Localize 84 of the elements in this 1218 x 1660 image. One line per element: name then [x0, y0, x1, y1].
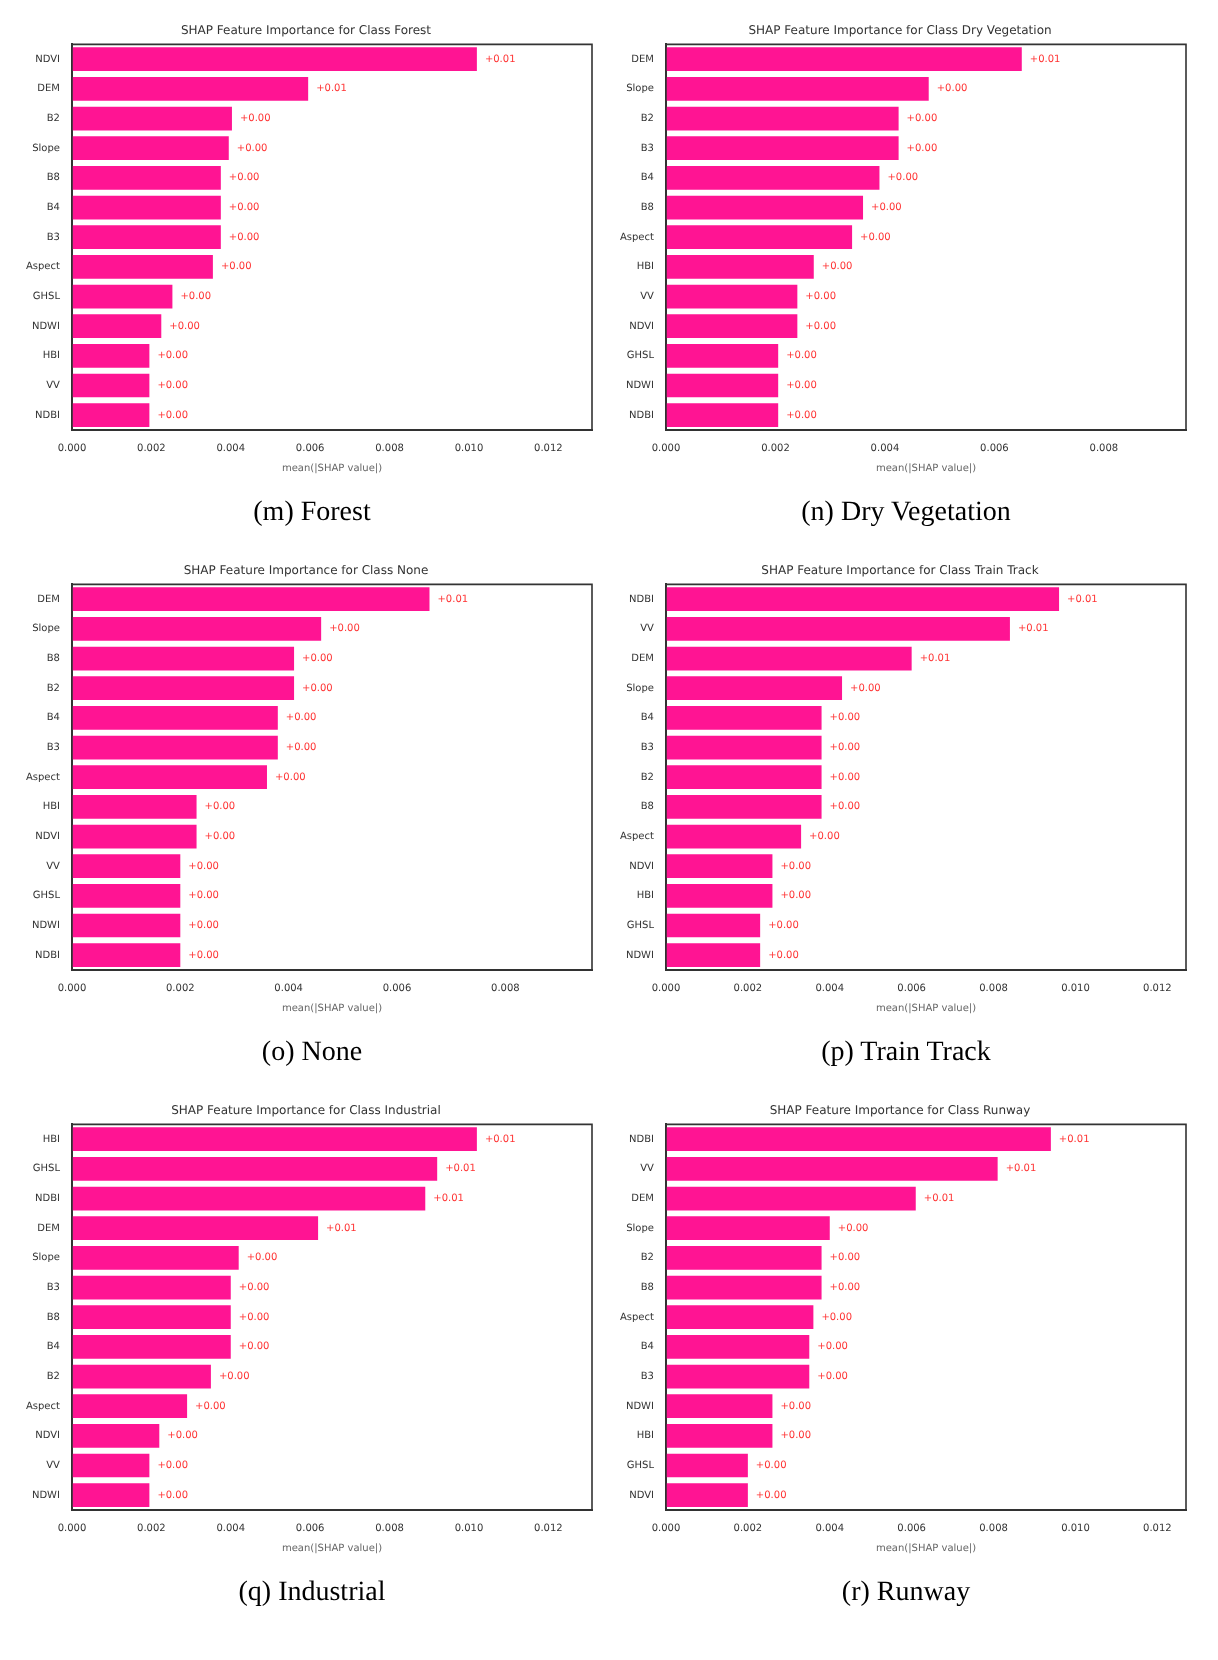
bar [71, 106, 232, 131]
text: (m) Forest [251, 496, 373, 532]
bar [71, 676, 295, 701]
bar [71, 225, 221, 250]
text: (p) Train Track [819, 1036, 993, 1072]
bar [665, 47, 1022, 72]
bar [71, 617, 322, 641]
bar [665, 706, 822, 730]
bar [665, 1335, 810, 1359]
bar [665, 1186, 916, 1211]
bar [665, 314, 798, 339]
bar [665, 765, 822, 790]
bar [71, 1127, 477, 1152]
bar [665, 255, 814, 279]
bar [71, 1246, 239, 1270]
bar [71, 136, 229, 161]
bar [665, 824, 802, 849]
bar [665, 195, 864, 220]
bar [71, 77, 309, 101]
bar [71, 166, 221, 190]
bar [71, 1216, 319, 1241]
bar [665, 735, 822, 760]
bar [71, 403, 150, 428]
bar [665, 1423, 773, 1448]
bar [71, 1394, 188, 1419]
bar [665, 883, 773, 908]
text: (n) Dry Vegetation [799, 496, 1013, 532]
bar [71, 343, 150, 368]
bar [665, 373, 779, 398]
bar [71, 824, 197, 849]
bar [71, 854, 181, 879]
bar [71, 1275, 231, 1300]
bar [665, 403, 779, 428]
bar [71, 795, 197, 819]
bar [71, 1453, 150, 1478]
bar [665, 854, 773, 879]
bar [71, 883, 181, 908]
bar [665, 166, 880, 190]
bar [71, 587, 430, 612]
bar [71, 1423, 160, 1448]
text: (o) None [259, 1036, 365, 1072]
bar [665, 136, 899, 161]
bar [665, 225, 853, 250]
bar [665, 284, 798, 309]
text: (q) Industrial [236, 1576, 388, 1612]
bar [71, 195, 221, 220]
bar [71, 255, 213, 279]
bar [665, 1453, 748, 1478]
bar [71, 646, 295, 671]
bar [665, 1364, 810, 1389]
bar [665, 343, 779, 368]
bar [71, 1335, 231, 1359]
bar [71, 735, 278, 760]
bar [71, 1483, 150, 1508]
bar [665, 1157, 998, 1181]
bar [71, 706, 278, 730]
bar [665, 1127, 1051, 1152]
bar [665, 1483, 748, 1508]
bar [665, 587, 1060, 612]
bar [665, 77, 929, 101]
bar [665, 795, 822, 819]
bar [665, 913, 761, 938]
bar [665, 943, 761, 968]
bar [71, 284, 173, 309]
bar [665, 617, 1010, 641]
bar [71, 913, 181, 938]
text: (r) Runway [839, 1576, 973, 1612]
bar [71, 765, 267, 790]
bar [71, 47, 477, 72]
bar [71, 1186, 426, 1211]
bar [71, 373, 150, 398]
bar [665, 646, 912, 671]
bar [665, 106, 899, 131]
bar [665, 1305, 814, 1330]
bar [665, 676, 843, 701]
bar [665, 1216, 830, 1241]
bar [71, 943, 181, 968]
bar [71, 1157, 438, 1181]
bar [665, 1394, 773, 1419]
bar [71, 1305, 231, 1330]
bar [665, 1246, 822, 1270]
bar [665, 1275, 822, 1300]
bar [71, 314, 162, 339]
bar [71, 1364, 211, 1389]
